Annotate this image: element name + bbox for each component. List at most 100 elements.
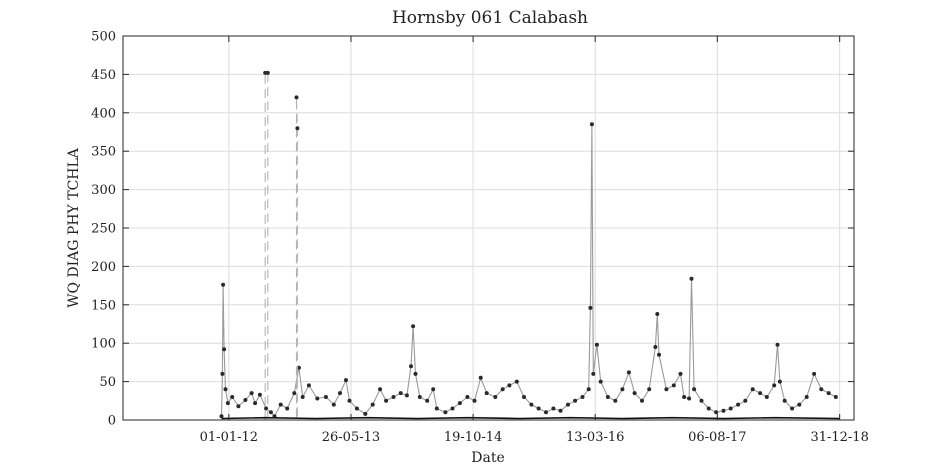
data-point [736, 402, 741, 407]
data-point [826, 391, 831, 396]
data-point [728, 406, 733, 411]
data-point [573, 398, 578, 403]
y-tick-label: 500 [91, 30, 116, 45]
data-point [222, 347, 227, 352]
data-point [223, 387, 228, 392]
y-tick-label: 150 [91, 298, 116, 313]
data-point [268, 410, 273, 415]
data-point [586, 387, 591, 392]
data-point [589, 122, 594, 127]
data-point [777, 379, 782, 384]
data-point [653, 345, 658, 349]
data-point [764, 395, 769, 399]
y-tick-label: 0 [108, 414, 116, 429]
series-layer [219, 70, 840, 421]
data-point [331, 402, 336, 407]
data-point [529, 402, 534, 407]
data-point [323, 395, 328, 399]
data-point [264, 406, 269, 411]
y-tick-label: 50 [99, 375, 116, 390]
data-point [347, 398, 352, 403]
data-point [484, 391, 489, 396]
data-point [478, 375, 483, 380]
data-point [689, 276, 694, 281]
data-point [678, 371, 683, 376]
data-point [219, 414, 224, 419]
data-point [370, 402, 375, 407]
data-point [409, 364, 413, 369]
data-point [598, 379, 603, 384]
data-point [772, 383, 777, 388]
x-tick-label: 01-01-12 [200, 430, 258, 445]
y-tick-label: 250 [91, 222, 116, 237]
data-point [544, 410, 548, 415]
data-point [536, 406, 541, 411]
series-line-1 [220, 123, 837, 417]
data-point [558, 408, 563, 413]
data-point [775, 342, 780, 347]
data-point [797, 402, 802, 407]
data-point [790, 406, 795, 411]
y-tick-label: 200 [91, 260, 116, 275]
y-axis-label: WQ DIAG PHY TCHLA [66, 147, 82, 308]
data-point [443, 410, 448, 415]
data-point [522, 395, 526, 399]
data-point [750, 387, 755, 392]
data-point [404, 393, 409, 398]
chart-title: Hornsby 061 Calabash [392, 8, 588, 28]
data-point [300, 395, 305, 399]
data-point [507, 383, 512, 388]
data-point [812, 371, 817, 376]
x-tick-label: 19-10-14 [444, 430, 502, 445]
data-point [315, 396, 320, 401]
data-point [655, 312, 660, 316]
data-point [243, 398, 248, 402]
data-point [384, 398, 389, 403]
data-point [434, 406, 439, 411]
data-point [664, 387, 669, 392]
data-point [632, 391, 637, 396]
data-point [278, 402, 283, 407]
data-point [580, 395, 585, 399]
data-point [588, 305, 593, 310]
data-point [425, 398, 430, 403]
x-tick-label: 06-08-17 [688, 430, 746, 445]
data-point [514, 379, 519, 384]
data-point [431, 387, 436, 392]
y-tick-label: 400 [91, 106, 116, 121]
data-point [647, 387, 652, 392]
data-point [378, 387, 383, 392]
x-tick-label: 13-03-16 [566, 430, 624, 445]
data-point [493, 395, 498, 399]
data-point [472, 398, 477, 403]
data-point [706, 406, 711, 411]
data-point [620, 387, 625, 392]
data-point [221, 282, 226, 287]
data-point [265, 70, 270, 75]
data-point [450, 406, 455, 411]
data-point [220, 371, 225, 376]
data-point [294, 95, 299, 100]
data-point [500, 387, 505, 392]
data-point [295, 126, 300, 131]
y-tick-label: 350 [91, 145, 116, 160]
data-point [657, 352, 661, 357]
data-point [249, 391, 254, 396]
data-point [338, 391, 342, 396]
y-tick-label: 450 [91, 68, 116, 83]
axes [122, 35, 855, 421]
data-point [225, 401, 230, 406]
data-point [626, 370, 631, 375]
data-point [819, 387, 824, 392]
data-point [465, 395, 470, 399]
data-point [285, 406, 290, 411]
data-point [257, 392, 262, 397]
series-line-3 [221, 416, 840, 420]
data-point [413, 371, 418, 376]
plot-frame [122, 35, 855, 421]
data-point [699, 398, 704, 403]
x-tick-label: 31-12-18 [810, 430, 868, 445]
data-point [344, 378, 348, 383]
data-point [591, 371, 596, 376]
